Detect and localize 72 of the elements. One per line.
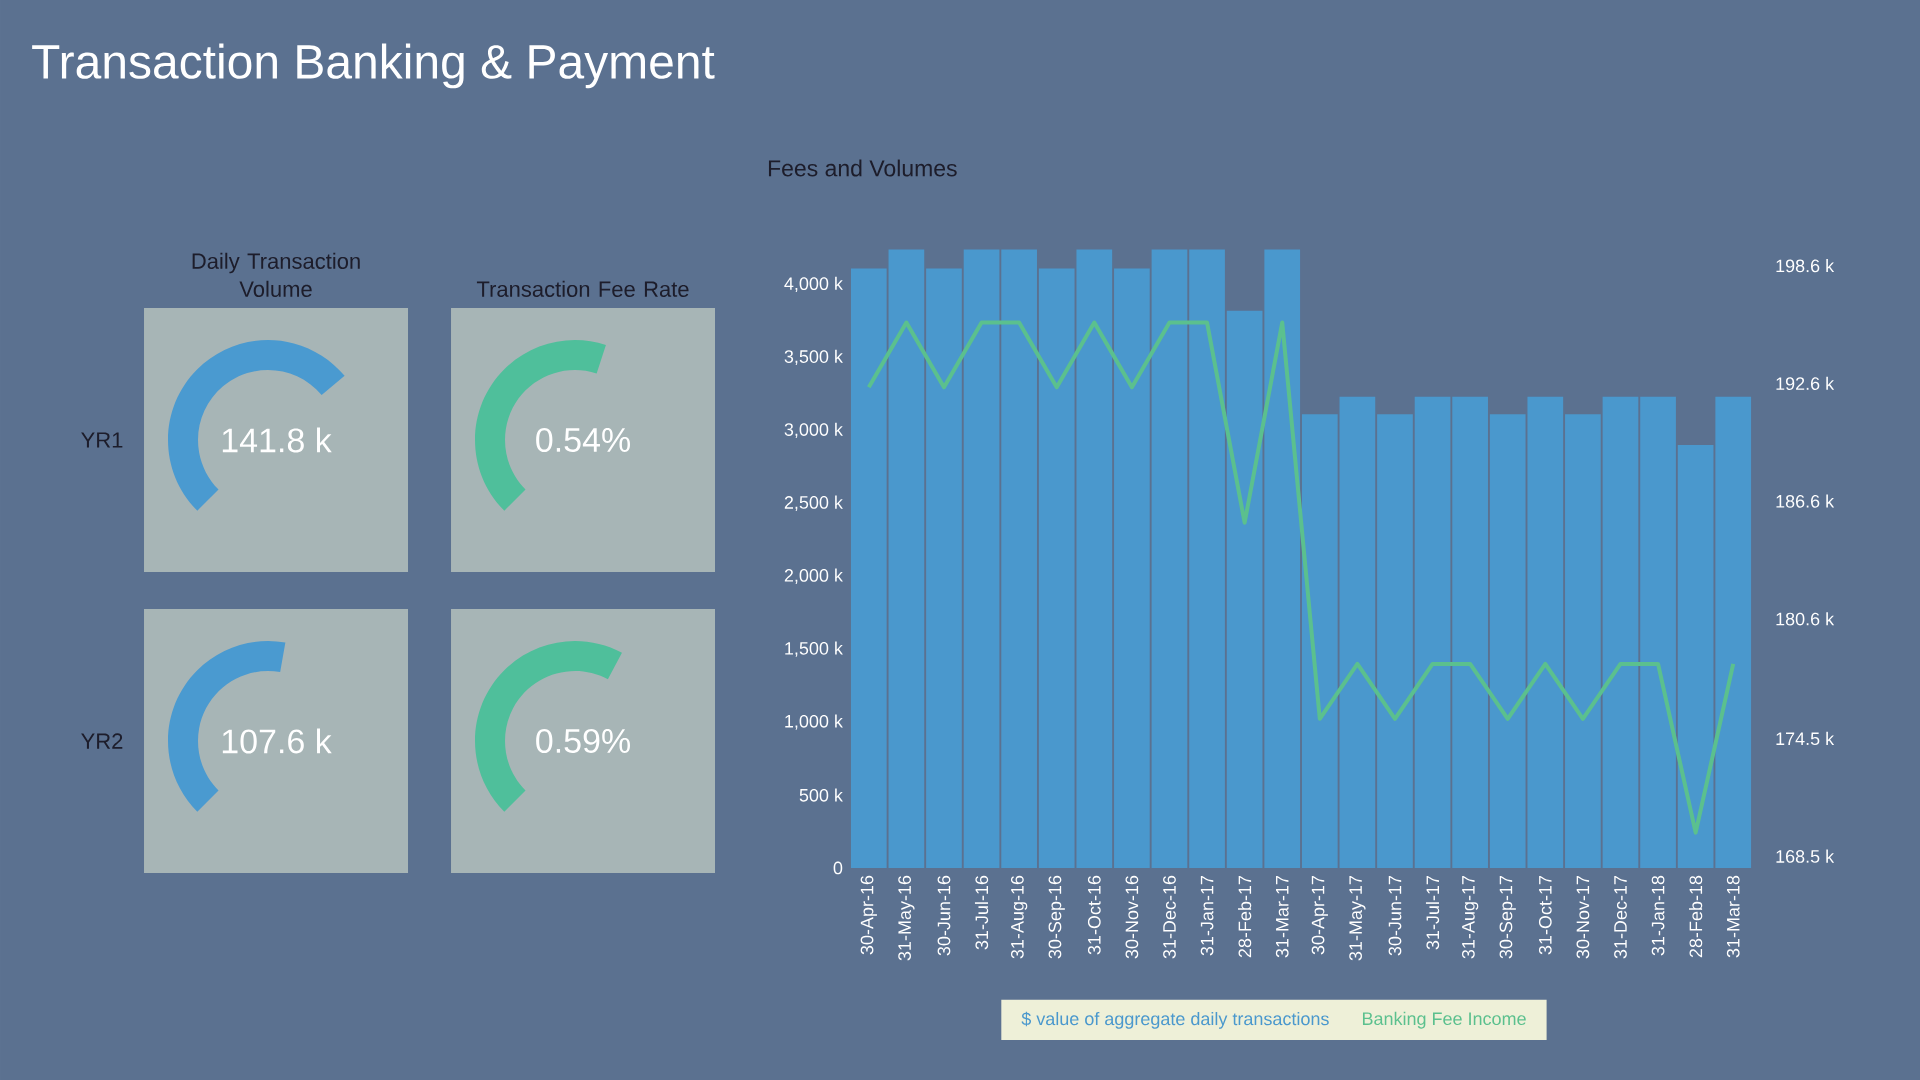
bar — [888, 249, 925, 868]
line-series — [866, 320, 1736, 835]
x-tick-label: 31-Mar-17 — [1275, 875, 1289, 958]
text: 0.54% — [536, 427, 630, 453]
text: Daily Transaction Volume — [192, 252, 360, 297]
y2-tick-label: 192.6 k — [1776, 376, 1835, 390]
bar — [1339, 396, 1376, 868]
y2-tick-label: 198.6 k — [1776, 259, 1835, 273]
x-tick-label: 30-Jun-17 — [1388, 875, 1402, 956]
bar — [1602, 396, 1639, 868]
bar — [1452, 396, 1488, 868]
x-tick-label: 31-Mar-18 — [1726, 875, 1740, 958]
x-tick-label: 31-Dec-17 — [1614, 875, 1627, 959]
x-tick-label: 31-May-16 — [898, 875, 915, 961]
y-tick-label: 3,500 k — [784, 349, 843, 366]
x-tick-label: 31-May-17 — [1349, 875, 1366, 961]
x-tick-label: 28-Feb-17 — [1238, 875, 1252, 958]
text: $ value of aggregate daily transactions — [1021, 1011, 1329, 1029]
text: Transaction Banking & Payment — [32, 43, 715, 89]
x-tick-label: 31-Jul-16 — [974, 875, 989, 950]
y-tick-label: 0 — [833, 861, 843, 875]
y-tick-label: 1,000 k — [785, 714, 843, 730]
x-tick-label: 31-Jul-17 — [1425, 875, 1440, 950]
x-tick-label: 31-Dec-16 — [1163, 875, 1176, 959]
bar — [1377, 414, 1413, 868]
y-tick-label: 3,000 k — [784, 422, 843, 438]
text: Banking Fee Income — [1362, 1011, 1526, 1029]
text: YR2 — [81, 733, 123, 749]
bar — [1715, 396, 1752, 868]
x-tick-label: 31-Oct-16 — [1087, 875, 1101, 955]
x-tick-label: 30-Sep-17 — [1499, 875, 1516, 959]
y-tick-label: 2,000 k — [784, 568, 843, 584]
x-tick-label: 30-Nov-17 — [1576, 875, 1590, 959]
y2-tick-label: 186.6 k — [1776, 494, 1835, 508]
text: 141.8 k — [222, 427, 332, 453]
bar — [1264, 249, 1301, 868]
bar — [1640, 396, 1676, 868]
bar — [1677, 444, 1714, 868]
y-tick-label: 500 k — [799, 788, 843, 802]
x-tick-label: 31-Oct-17 — [1538, 875, 1552, 955]
x-tick-label: 31-Jan-17 — [1200, 875, 1214, 956]
bar — [1151, 249, 1188, 868]
bar — [1565, 414, 1601, 868]
x-tick-label: 30-Apr-16 — [860, 875, 877, 955]
chart-title: Fees and Volumes — [768, 159, 957, 177]
text: 107.6 k — [222, 728, 332, 754]
y2-tick-label: 168.5 k — [1776, 849, 1835, 863]
bar — [1301, 414, 1338, 868]
bar — [1226, 310, 1263, 868]
text: Transaction Fee Rate — [476, 280, 689, 297]
y-tick-label: 2,500 k — [784, 495, 843, 511]
y2-tick-label: 174.5 k — [1776, 731, 1835, 746]
bar — [963, 249, 1000, 868]
y-tick-label: 4,000 k — [784, 276, 843, 293]
y-tick-label: 1,500 k — [785, 641, 843, 657]
x-tick-label: 31-Aug-16 — [1010, 875, 1028, 959]
text: YR1 — [81, 432, 123, 448]
x-tick-label: 30-Sep-16 — [1048, 875, 1065, 959]
x-tick-label: 30-Nov-16 — [1125, 875, 1139, 959]
y2-tick-label: 180.6 k — [1776, 612, 1835, 626]
x-tick-label: 30-Apr-17 — [1311, 875, 1328, 955]
x-tick-label: 31-Aug-17 — [1461, 875, 1479, 959]
bar — [1414, 396, 1451, 868]
x-tick-label: 31-Jan-18 — [1651, 875, 1665, 956]
bar — [926, 268, 962, 868]
bar — [1189, 249, 1225, 868]
x-tick-label: 28-Feb-18 — [1689, 875, 1703, 958]
bar — [850, 268, 887, 868]
text: 0.59% — [536, 728, 630, 754]
bar — [1114, 268, 1150, 868]
x-tick-label: 30-Jun-16 — [937, 875, 951, 956]
bar — [1001, 249, 1037, 868]
